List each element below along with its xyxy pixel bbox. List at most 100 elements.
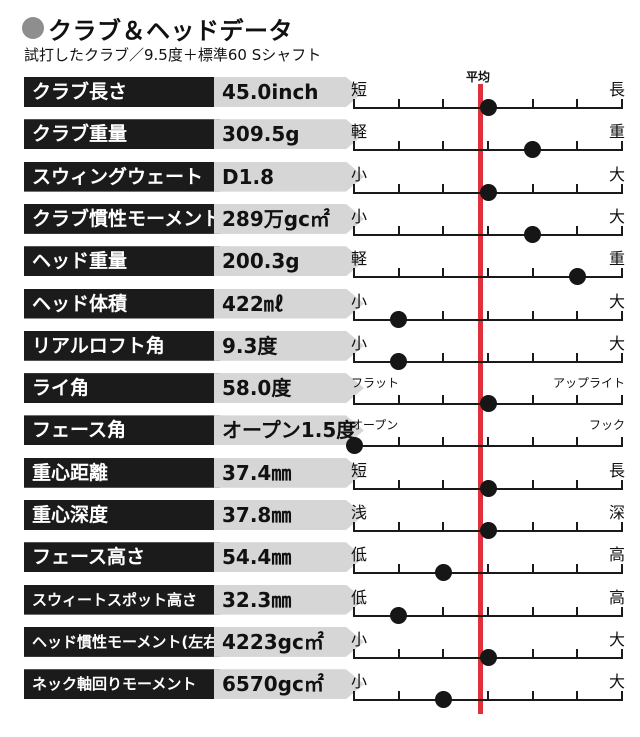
- scale-tick: [353, 479, 355, 490]
- row-label: ヘッド慣性モーメント(左右方向): [24, 626, 238, 657]
- row-value: 200.3g: [214, 246, 364, 277]
- row-label: 重心距離: [24, 457, 238, 488]
- rating-scale: 浅深: [351, 500, 625, 540]
- scale-tick: [621, 606, 623, 617]
- title-text: クラブ＆ヘッドデータ: [48, 16, 293, 45]
- table-row: ライ角 58.0度 フラット アップライト: [24, 373, 625, 413]
- scale-tick: [397, 479, 400, 490]
- scale-tick: [487, 141, 489, 152]
- scale-tick: [353, 352, 355, 363]
- rating-scale: 小大: [351, 162, 625, 202]
- row-label: リアルロフト角: [24, 330, 238, 361]
- scale-tick: [621, 564, 623, 575]
- scale-tick: [442, 99, 445, 109]
- row-label: 重心深度: [24, 500, 238, 530]
- scale-tick: [442, 606, 445, 617]
- row-value: 6570gc㎡: [214, 669, 364, 700]
- row-value: 58.0度: [214, 373, 364, 404]
- scale-right-label: 高: [608, 545, 625, 565]
- scale-tick: [397, 225, 400, 236]
- scale-tick: [442, 395, 445, 406]
- scale-tick: [531, 183, 534, 194]
- rating-dot: [480, 395, 497, 413]
- row-label: スウィートスポット高さ: [24, 584, 238, 615]
- scale-tick: [621, 522, 623, 532]
- scale-right-label: 大: [608, 672, 625, 692]
- scale-tick: [397, 437, 400, 448]
- scale-tick: [487, 268, 489, 279]
- row-label: フェース高さ: [24, 542, 238, 573]
- scale-tick: [397, 648, 400, 659]
- rating-dot: [390, 310, 408, 328]
- row-label: フェース角: [24, 415, 238, 446]
- scale-tick: [487, 437, 489, 448]
- rating-scale: 低高: [351, 542, 625, 582]
- scale-left-label: 小: [351, 206, 368, 226]
- scale-tick: [576, 606, 579, 617]
- scale-tick: [487, 225, 489, 236]
- rating-dot: [524, 225, 542, 243]
- rating-scale: フラット アップライト: [351, 373, 625, 413]
- rating-scale: 小大: [351, 669, 625, 709]
- average-label: 平均: [466, 70, 491, 84]
- scale-tick: [576, 479, 579, 490]
- scale-left-label: フラット: [351, 376, 400, 391]
- scale-right-label: 長: [608, 80, 625, 99]
- scale-tick: [531, 522, 534, 532]
- scale-tick: [531, 99, 534, 109]
- row-value: D1.8: [214, 161, 364, 192]
- row-value: 309.5g: [214, 119, 364, 150]
- scale-tick: [353, 564, 355, 575]
- scale-right-label: 重: [608, 249, 625, 269]
- scale-tick: [353, 225, 355, 236]
- scale-tick: [576, 225, 579, 236]
- rating-dot: [435, 564, 453, 582]
- scale-tick: [531, 648, 534, 659]
- scale-tick: [621, 225, 623, 236]
- rating-scale: 小大: [351, 289, 625, 329]
- scale-left-label: 短: [351, 460, 368, 480]
- rating-scale: 軽重: [351, 119, 625, 159]
- scale-tick: [531, 479, 534, 490]
- scale-tick: [531, 268, 534, 279]
- scale-tick: [576, 99, 579, 109]
- scale-tick: [621, 648, 623, 659]
- scale-tick: [487, 606, 489, 617]
- scale-tick: [442, 183, 445, 194]
- scale-left-label: 短: [351, 80, 368, 99]
- rating-dot: [524, 141, 542, 159]
- scale-tick: [621, 310, 623, 321]
- scale-tick: [621, 268, 623, 279]
- scale-tick: [353, 691, 355, 702]
- scale-tick: [442, 648, 445, 659]
- row-value: 37.4㎜: [214, 457, 364, 488]
- row-label: クラブ重量: [24, 119, 238, 150]
- scale-tick: [353, 310, 355, 321]
- rating-dot: [569, 268, 587, 286]
- scale-right-label: 深: [608, 503, 625, 522]
- scale-tick: [576, 437, 579, 448]
- scale-tick: [442, 522, 445, 532]
- scale-right-label: 大: [608, 629, 625, 649]
- scale-tick: [576, 310, 579, 321]
- rating-dot: [480, 648, 497, 666]
- scale-left-label: 低: [351, 587, 368, 607]
- row-label: スウィングウェート: [24, 161, 238, 192]
- scale-tick: [353, 648, 355, 659]
- scale-tick: [576, 522, 579, 532]
- row-value: 289万gc㎡: [214, 203, 364, 234]
- scale-tick: [353, 99, 355, 109]
- row-value: 32.3㎜: [214, 584, 364, 615]
- scale-tick: [576, 648, 579, 659]
- scale-right-label: 大: [608, 291, 625, 311]
- row-value: 54.4㎜: [214, 542, 364, 573]
- scale-tick: [397, 522, 400, 532]
- scale-tick: [487, 564, 489, 575]
- rating-scale: 軽重: [351, 246, 625, 286]
- rating-dot: [435, 691, 453, 709]
- rating-dot: [390, 606, 408, 624]
